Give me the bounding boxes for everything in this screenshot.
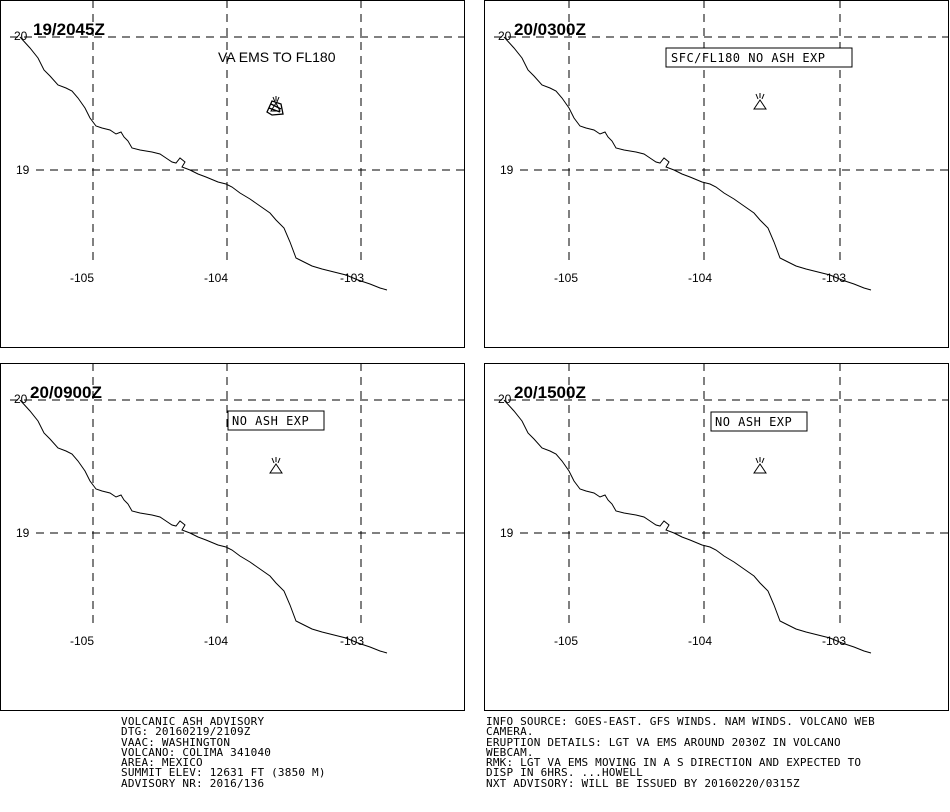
- lon-label-103: -103: [340, 634, 364, 648]
- graticule: [494, 0, 949, 262]
- lon-label-104: -104: [204, 271, 228, 285]
- annotation-box: [665, 47, 853, 68]
- advisory-volcano: VOLCANO: COLIMA 341040: [121, 745, 272, 759]
- lon-label-105: -105: [554, 634, 578, 648]
- valid-time: 19/2045Z: [33, 20, 105, 39]
- lat-label-19: 19: [500, 526, 514, 540]
- lat-label-19: 19: [500, 163, 514, 177]
- map-canvas: 20/1500Z 20 19 -105 -104 -103 NO ASH EXP: [484, 363, 949, 711]
- valid-time: 20/0900Z: [30, 383, 102, 402]
- lat-label-20: 20: [498, 29, 512, 43]
- map-canvas: 20/0900Z 20 19 -105 -104 -103 NO ASH EXP: [0, 363, 465, 711]
- map-panel-3: 20/0900Z 20 19 -105 -104 -103 NO ASH EXP: [0, 363, 465, 711]
- lon-label-104: -104: [688, 271, 712, 285]
- valid-time: 20/0300Z: [514, 20, 586, 39]
- lon-label-103: -103: [822, 271, 846, 285]
- advisory-header-block: VOLCANIC ASH ADVISORY DTG: 20160219/2109…: [121, 715, 461, 790]
- coastline: [19, 399, 388, 654]
- lon-label-103: -103: [340, 271, 364, 285]
- advisory-summit-elev: SUMMIT ELEV: 12631 FT (3850 M): [121, 766, 326, 780]
- graticule: [10, 0, 465, 262]
- valid-time: 20/1500Z: [514, 383, 586, 402]
- graticule: [10, 363, 465, 625]
- advisory-area: AREA: MEXICO: [121, 756, 203, 770]
- lat-label-20: 20: [14, 392, 28, 406]
- map-canvas: 20/0300Z 20 19 -105 -104 -103 SFC/FL180 …: [484, 0, 949, 348]
- lon-label-105: -105: [70, 634, 94, 648]
- panel-border: [0, 0, 465, 348]
- advisory-title: VOLCANIC ASH ADVISORY: [121, 715, 265, 728]
- volcano-icon: [753, 457, 767, 474]
- lat-label-19: 19: [16, 163, 30, 177]
- lon-label-103: -103: [822, 634, 846, 648]
- advisory-details-block: INFO SOURCE: GOES-EAST. GFS WINDS. NAM W…: [486, 715, 926, 790]
- annotation-box: [710, 411, 808, 432]
- advisory-info-source-cont: CAMERA.: [486, 725, 534, 739]
- hazard-annotation: NO ASH EXP: [715, 415, 792, 429]
- hazard-annotation: SFC/FL180 NO ASH EXP: [671, 51, 826, 65]
- lon-label-104: -104: [204, 634, 228, 648]
- advisory-eruption-details-cont: WEBCAM.: [486, 745, 534, 759]
- lon-label-105: -105: [70, 271, 94, 285]
- hazard-annotation: VA EMS TO FL180: [218, 49, 336, 65]
- coastline: [503, 36, 872, 291]
- advisory-number: ADVISORY NR: 2016/136: [121, 776, 265, 790]
- lat-label-20: 20: [14, 29, 28, 43]
- advisory-vaac: VAAC: WASHINGTON: [121, 735, 231, 749]
- map-panel-4: 20/1500Z 20 19 -105 -104 -103 NO ASH EXP: [484, 363, 949, 711]
- lon-label-104: -104: [688, 634, 712, 648]
- hazard-annotation: NO ASH EXP: [232, 414, 309, 428]
- volcano-icon: [753, 93, 767, 110]
- map-canvas: 19/2045Z 20 19 -105 -104 -103 VA EMS TO …: [0, 0, 465, 348]
- advisory-remarks: RMK: LGT VA EMS MOVING IN A S DIRECTION …: [486, 756, 862, 770]
- coastline: [503, 399, 872, 654]
- lat-label-19: 19: [16, 526, 30, 540]
- coastline: [19, 36, 388, 291]
- advisory-dtg: DTG: 20160219/2109Z: [121, 725, 251, 739]
- ash-cloud-polygon: [266, 100, 284, 116]
- advisory-info-source: INFO SOURCE: GOES-EAST. GFS WINDS. NAM W…: [486, 715, 875, 728]
- map-panel-1: 19/2045Z 20 19 -105 -104 -103 VA EMS TO …: [0, 0, 465, 348]
- lon-label-105: -105: [554, 271, 578, 285]
- annotation-box: [227, 410, 325, 431]
- map-panel-2: 20/0300Z 20 19 -105 -104 -103 SFC/FL180 …: [484, 0, 949, 348]
- lat-label-20: 20: [498, 392, 512, 406]
- graticule: [494, 363, 949, 625]
- advisory-remarks-cont: DISP IN 6HRS. ...HOWELL: [486, 766, 643, 780]
- advisory-eruption-details: ERUPTION DETAILS: LGT VA EMS AROUND 2030…: [486, 735, 841, 749]
- advisory-next: NXT ADVISORY: WILL BE ISSUED BY 20160220…: [486, 776, 800, 790]
- volcano-icon: [269, 457, 283, 474]
